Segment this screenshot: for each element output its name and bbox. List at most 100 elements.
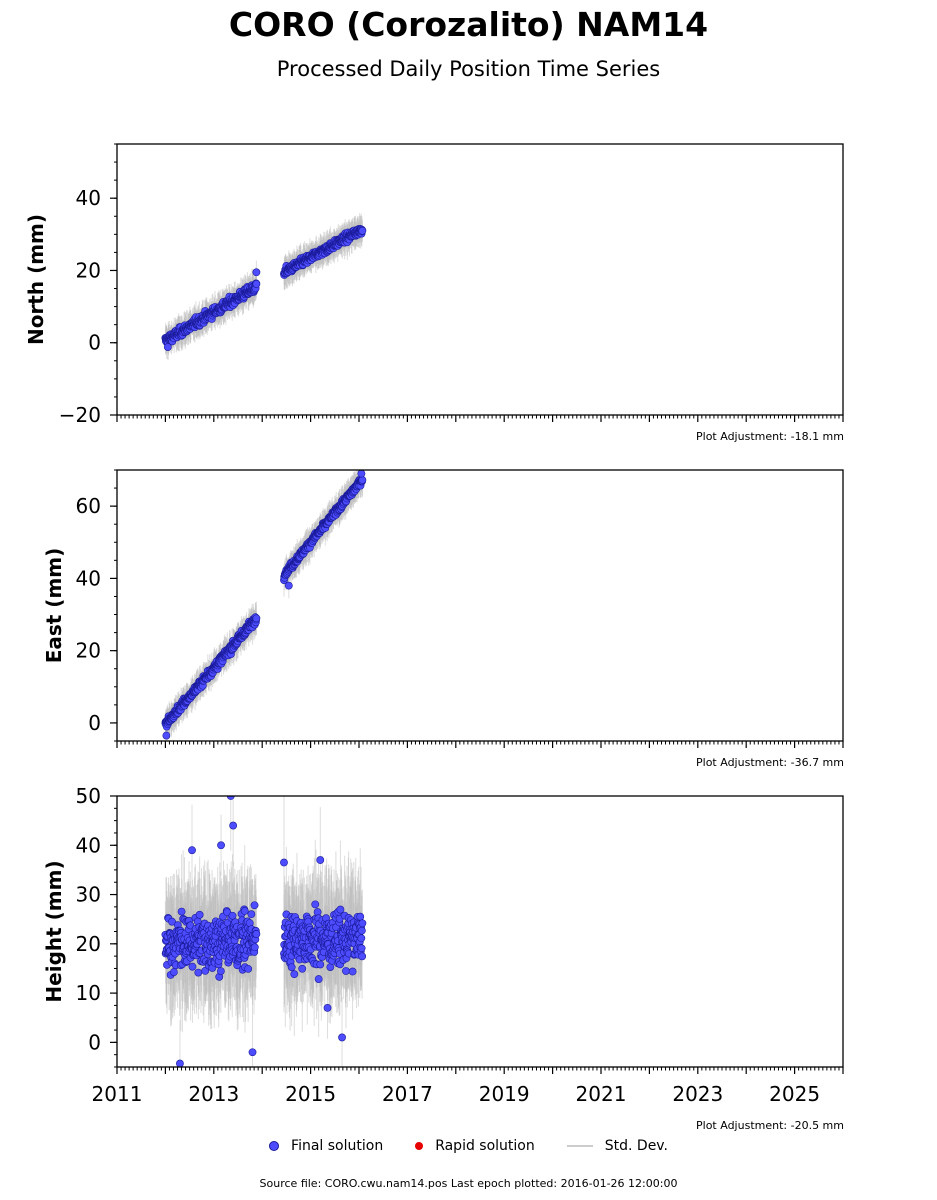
height-xtick-label: 2013: [188, 1082, 239, 1106]
height-ytick-label: 40: [76, 833, 101, 857]
height-xtick-label: 2023: [672, 1082, 723, 1106]
height-data-point: [338, 1033, 346, 1042]
height-ytick-label: 10: [76, 981, 101, 1005]
height-xtick-label: 2017: [382, 1082, 433, 1106]
height-data-point: [194, 968, 203, 977]
height-data-point: [342, 967, 350, 975]
height-data-point: [280, 858, 288, 867]
east-data-point: [357, 470, 366, 478]
legend-item-final: Final solution: [269, 1138, 383, 1154]
east-data-point: [162, 731, 171, 740]
height-data-point: [298, 964, 307, 973]
east-ytick-label: 40: [76, 566, 101, 590]
height-data-point: [201, 966, 210, 975]
height-data-point: [244, 964, 253, 973]
height-data-point: [314, 975, 323, 983]
height-data-point: [176, 1059, 184, 1067]
height-xtick-label: 2025: [769, 1082, 820, 1106]
height-data-point: [357, 934, 366, 943]
east-data-point: [284, 581, 293, 590]
north-ylabel: North (mm): [24, 214, 48, 345]
height-ytick-label: 50: [76, 784, 101, 808]
height-ytick-label: 30: [76, 883, 101, 907]
north-plot-adjustment: Plot Adjustment: -18.1 mm: [696, 430, 844, 443]
height-data-point: [358, 952, 367, 961]
height-data-point: [247, 910, 256, 919]
footer: Source file: CORO.cwu.nam14.pos Last epo…: [0, 1177, 937, 1190]
north-data-point: [252, 268, 261, 277]
legend-label-std: Std. Dev.: [604, 1138, 668, 1154]
height-ytick-label: 0: [88, 1030, 101, 1054]
height-data-point: [311, 900, 320, 909]
page-subtitle: Processed Daily Position Time Series: [276, 57, 661, 81]
height-data-point: [217, 841, 225, 850]
north-ytick-label: 0: [88, 331, 101, 355]
rapid-solution-marker-icon: [415, 1142, 424, 1150]
east-data-point: [252, 614, 261, 623]
height-data-point: [356, 912, 365, 921]
height-data-point: [316, 960, 325, 969]
height-data-point: [169, 968, 178, 976]
height-ytick-label: 20: [76, 932, 101, 956]
east-ytick-label: 20: [76, 639, 101, 663]
page-title: CORO (Corozalito) NAM14: [228, 5, 709, 44]
north-axes-frame: [116, 143, 844, 416]
height-data-point: [188, 846, 196, 855]
height-xtick-label: 2011: [92, 1082, 143, 1106]
height-data-point: [316, 856, 325, 864]
height-data-point: [250, 901, 259, 910]
legend-label-rapid: Rapid solution: [435, 1138, 535, 1154]
height-xtick-label: 2015: [285, 1082, 336, 1106]
height-data-point: [228, 911, 237, 920]
height-xtick-label: 2021: [576, 1082, 627, 1106]
footer-last-epoch: Last epoch plotted: 2016-01-26 12:00:00: [450, 1177, 678, 1190]
footer-source: Source file: CORO.cwu.nam14.pos: [259, 1177, 448, 1190]
std-dev-line-icon: [566, 1145, 593, 1147]
north-data-point: [252, 280, 261, 288]
height-data-point: [358, 919, 367, 928]
east-data: [161, 470, 367, 741]
legend-item-std: Std. Dev.: [566, 1138, 668, 1154]
east-ytick-label: 60: [76, 494, 101, 518]
height-data-point: [348, 967, 357, 976]
north-data-point: [358, 226, 367, 235]
height-data-point: [248, 1048, 257, 1057]
height-data-point: [357, 944, 366, 953]
height-panel: 0 10 20 30 40 50 2011 2013 2015 2017 2019 2021 2023 2…: [42, 784, 844, 1106]
east-data-point: [358, 476, 367, 484]
height-data-point: [323, 1003, 332, 1012]
height-data: [161, 796, 367, 1067]
legend-label-final: Final solution: [291, 1138, 384, 1154]
height-data-point: [229, 821, 238, 830]
height-data-point: [357, 926, 366, 935]
final-solution-marker-icon: [269, 1141, 280, 1151]
height-data-point: [336, 905, 345, 914]
height-data-point: [287, 963, 296, 972]
north-panel: −20 0 20 40 North (mm): [24, 143, 844, 427]
height-data-point: [188, 962, 197, 971]
height-data-point: [290, 970, 299, 979]
east-ytick-label: 0: [88, 711, 101, 735]
north-data: [161, 212, 367, 361]
height-data-point: [240, 907, 249, 915]
east-panel: 0 20 40 60 East (mm): [42, 469, 844, 748]
chart-area: −20 0 20 40 North (mm) 0 20 40 60 East (mm) 0 10 20 3…: [24, 143, 844, 1106]
north-data-point: [163, 343, 172, 351]
height-data-point: [195, 910, 204, 919]
legend: Final solution Rapid solution Std. Dev.: [0, 1138, 937, 1154]
east-plot-adjustment: Plot Adjustment: -36.7 mm: [696, 756, 844, 769]
height-plot-adjustment: Plot Adjustment: -20.5 mm: [696, 1119, 844, 1132]
north-ytick-label: −20: [59, 403, 101, 427]
height-xtick-label: 2019: [479, 1082, 530, 1106]
legend-item-rapid: Rapid solution: [415, 1138, 535, 1154]
east-axes-frame: [116, 469, 844, 742]
height-data-point: [250, 943, 259, 952]
height-data-point: [168, 917, 176, 926]
height-data-point: [177, 907, 186, 916]
east-ylabel: East (mm): [42, 548, 66, 664]
height-data-point: [216, 967, 225, 976]
height-data-point: [252, 930, 261, 938]
north-ytick-label: 20: [76, 258, 101, 282]
height-ylabel: Height (mm): [42, 860, 66, 1002]
north-ytick-label: 40: [76, 186, 101, 210]
